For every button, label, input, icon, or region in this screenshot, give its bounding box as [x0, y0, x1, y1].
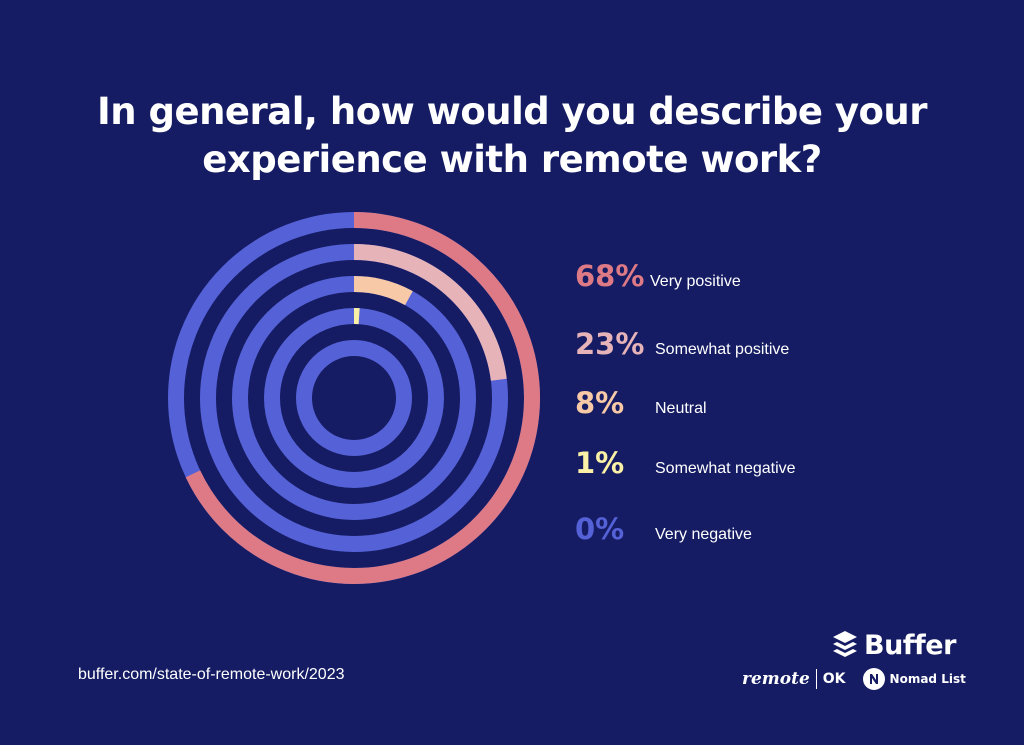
- source-url[interactable]: buffer.com/state-of-remote-work/2023: [78, 666, 345, 683]
- chart-title-line-1: In general, how would you describe your: [97, 90, 927, 133]
- partner-logos: remote OK Nomad List: [742, 666, 966, 692]
- ring-arc-neutral: [353, 276, 413, 306]
- nomad-list-logo-text: Nomad List: [889, 672, 966, 686]
- nomad-list-icon: [862, 668, 885, 690]
- concentric-ring-chart: [168, 212, 540, 584]
- remote-logo-text: remote: [742, 669, 810, 689]
- legend-percent-somewhat-negative: 1%: [575, 446, 625, 480]
- legend-percent-very-positive: 68%: [575, 259, 645, 293]
- buffer-logo: Buffer: [832, 628, 956, 662]
- ring-arc-somewhat-positive: [353, 244, 507, 381]
- buffer-logo-text: Buffer: [864, 629, 956, 661]
- legend-label-somewhat-positive: Somewhat positive: [655, 341, 790, 358]
- legend-percent-very-negative: 0%: [575, 512, 625, 546]
- ring-track-5: [296, 340, 412, 456]
- ring-arc-very-positive: [185, 212, 540, 584]
- legend-label-very-positive: Very positive: [650, 273, 741, 290]
- legend-label-somewhat-negative: Somewhat negative: [655, 460, 796, 477]
- legend-label-neutral: Neutral: [655, 400, 707, 417]
- buffer-stack-icon: [833, 631, 857, 657]
- ok-logo-text: OK: [822, 671, 846, 687]
- legend-percent-neutral: 8%: [575, 386, 625, 420]
- nomad-list-logo: Nomad List: [862, 667, 966, 691]
- chart-title: In general, how would you describe your …: [40, 88, 984, 184]
- logo-separator: [815, 669, 817, 689]
- legend-label-very-negative: Very negative: [655, 526, 752, 543]
- chart-title-line-2: experience with remote work?: [202, 138, 822, 181]
- legend-percent-somewhat-positive: 23%: [575, 327, 645, 361]
